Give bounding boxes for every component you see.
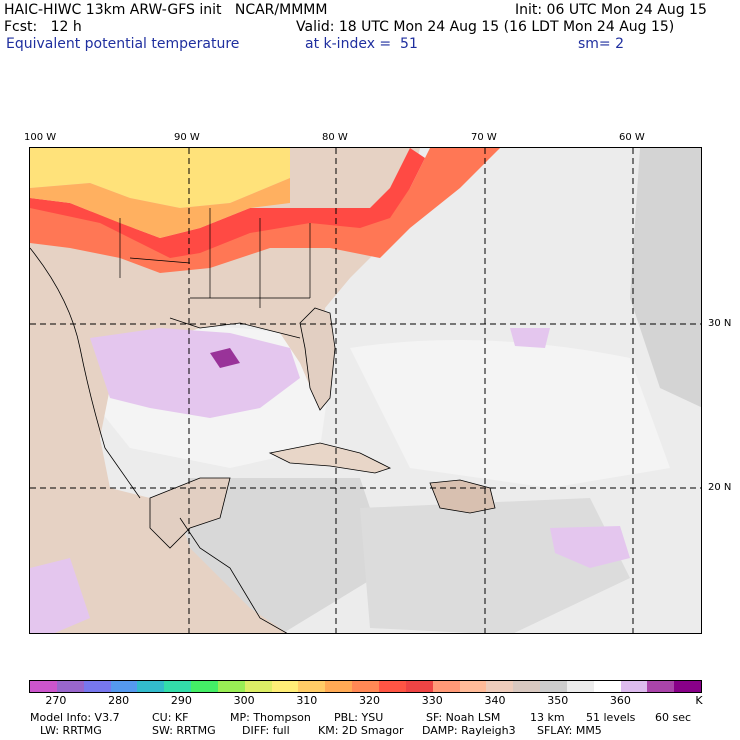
colorbar-swatch-6 — [191, 681, 218, 692]
footer-res: 13 km — [530, 711, 565, 724]
field-name: Equivalent potential temperature — [6, 36, 240, 52]
florida — [299, 307, 336, 411]
yucatan — [149, 477, 231, 549]
lon-label-90w: 90 W — [174, 132, 200, 143]
colorbar-swatch-15 — [432, 681, 460, 692]
hot-core — [30, 148, 425, 258]
colorbar-swatch-1 — [56, 681, 84, 692]
footer-diff: DIFF: full — [242, 724, 290, 737]
colorbar-swatch-5 — [164, 681, 192, 692]
gulf-coastline — [169, 317, 301, 339]
footer-cu: CU: KF — [152, 711, 189, 724]
orange-region — [30, 178, 290, 238]
colorbar-swatch-12 — [352, 681, 379, 692]
graticule — [30, 148, 701, 633]
footer-lw: LW: RRTMG — [40, 724, 102, 737]
colorbar-swatch-2 — [83, 681, 111, 692]
model-title: HAIC-HIWC 13km ARW-GFS init NCAR/MMMM — [4, 2, 328, 18]
purple-patch-atlantic — [510, 328, 550, 348]
footer-sflay: SFLAY: MM5 — [537, 724, 602, 737]
colorbar-swatch-10 — [298, 681, 326, 692]
colorbar-tick-310: 310 — [296, 694, 318, 707]
lat-label-20n: 20 N — [708, 482, 732, 493]
colorbar-tick-360: 360 — [609, 694, 631, 707]
footer-mp: MP: Thompson — [230, 711, 311, 724]
colorbar-swatch-16 — [459, 681, 487, 692]
colorbar-swatch-14 — [405, 681, 433, 692]
colorbar-tick-290: 290 — [170, 694, 192, 707]
footer-pbl: PBL: YSU — [334, 711, 384, 724]
purple-patch-east-carib — [550, 526, 630, 568]
colorbar-tick-340: 340 — [484, 694, 506, 707]
smoothing: sm= 2 — [578, 36, 625, 52]
colorbar-swatch-9 — [271, 681, 299, 692]
colorbar-swatch-21 — [593, 681, 621, 692]
colorbar-swatch-24 — [674, 681, 702, 692]
colorbar-swatch-11 — [325, 681, 353, 692]
colorbar-tick-270: 270 — [45, 694, 67, 707]
footer-km: KM: 2D Smagor — [318, 724, 404, 737]
valid-time: Valid: 18 UTC Mon 24 Aug 15 (16 LDT Mon … — [296, 19, 675, 35]
land-mass — [30, 148, 420, 633]
footer-levels: 51 levels — [586, 711, 636, 724]
colorbar-tick-280: 280 — [108, 694, 130, 707]
colorbar-swatch-18 — [513, 681, 541, 692]
lon-label-100w: 100 W — [24, 132, 57, 143]
lat-label-30n: 30 N — [708, 318, 732, 329]
state-borders — [119, 208, 311, 308]
theta-e-map — [29, 147, 702, 634]
lon-label-70w: 70 W — [471, 132, 497, 143]
hispaniola — [429, 479, 496, 514]
colorbar-unit: K — [695, 694, 703, 707]
yellow-region — [30, 148, 290, 208]
purple-patch-pacific — [30, 558, 90, 633]
colorbar-swatch-13 — [378, 681, 406, 692]
footer-timestep: 60 sec — [655, 711, 692, 724]
colorbar — [29, 680, 702, 693]
colorbar-tick-350: 350 — [547, 694, 569, 707]
level-index: at k-index = 51 — [305, 36, 418, 52]
colorbar-swatch-4 — [137, 681, 165, 692]
map-canvas — [30, 148, 701, 633]
forecast-hour: Fcst: 12 h — [4, 19, 82, 35]
colorbar-swatch-20 — [566, 681, 594, 692]
cuba — [268, 442, 392, 474]
colorbar-tick-300: 300 — [233, 694, 255, 707]
colorbar-swatch-7 — [217, 681, 245, 692]
init-time: Init: 06 UTC Mon 24 Aug 15 — [515, 2, 707, 18]
colorbar-tick-320: 320 — [359, 694, 381, 707]
colorbar-swatch-8 — [244, 681, 272, 692]
footer-sw: SW: RRTMG — [152, 724, 216, 737]
gulf-purple-patch — [90, 328, 300, 418]
mexico-coastline — [30, 247, 141, 499]
footer-sf: SF: Noah LSM — [426, 711, 501, 724]
colorbar-swatch-3 — [110, 681, 138, 692]
footer-model-info: Model Info: V3.7 — [30, 711, 120, 724]
footer-damp: DAMP: Rayleigh3 — [422, 724, 516, 737]
colorbar-swatch-19 — [540, 681, 567, 692]
colorbar-swatch-23 — [647, 681, 675, 692]
central-america-coast — [179, 517, 288, 633]
colorbar-swatch-17 — [486, 681, 514, 692]
gray-patch-east — [630, 148, 701, 408]
colorbar-swatch-22 — [620, 681, 648, 692]
colorbar-tick-330: 330 — [421, 694, 443, 707]
colorbar-swatch-0 — [30, 681, 57, 692]
atlantic-light-region — [350, 340, 670, 488]
lon-label-80w: 80 W — [322, 132, 348, 143]
lon-label-60w: 60 W — [619, 132, 645, 143]
deep-purple-blob — [210, 348, 240, 368]
